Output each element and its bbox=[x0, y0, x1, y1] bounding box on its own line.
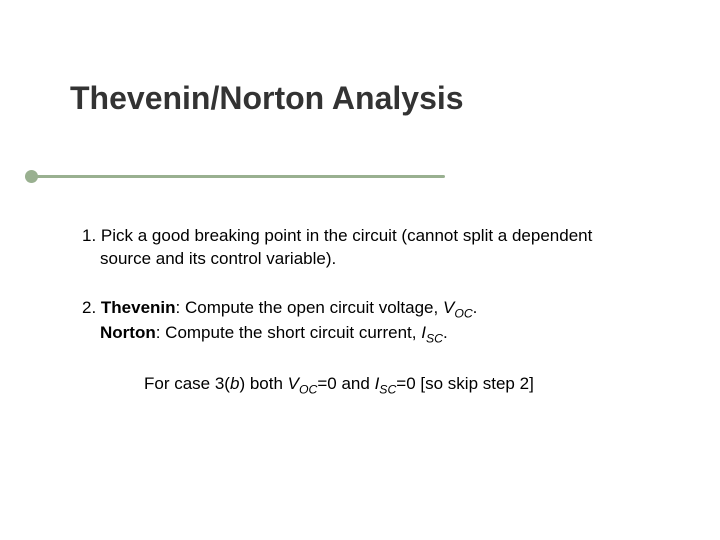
norton-text: : Compute the short circuit current, bbox=[156, 323, 422, 342]
body: 1. Pick a good breaking point in the cir… bbox=[82, 225, 642, 424]
step-2-norton-line: Norton: Compute the short circuit curren… bbox=[82, 322, 642, 347]
step-1: 1. Pick a good breaking point in the cir… bbox=[82, 225, 642, 271]
voc-variable: V bbox=[443, 298, 454, 317]
norton-label: Norton bbox=[100, 323, 156, 342]
step-2-thevenin-line: 2. Thevenin: Compute the open circuit vo… bbox=[82, 297, 642, 322]
step-2-lead: 2. bbox=[82, 298, 101, 317]
thevenin-text: : Compute the open circuit voltage, bbox=[176, 298, 443, 317]
note-mid1: ) both bbox=[239, 374, 287, 393]
accent-dot bbox=[25, 170, 38, 183]
note-voc-var: V bbox=[288, 374, 299, 393]
note-pre: For case 3( bbox=[144, 374, 230, 393]
isc-subscript: SC bbox=[426, 331, 443, 345]
slide: { "title": { "text": "Thevenin/Norton An… bbox=[0, 0, 720, 540]
note-eq1: =0 and bbox=[317, 374, 374, 393]
note-post: =0 [so skip step 2] bbox=[396, 374, 534, 393]
title-area: Thevenin/Norton Analysis bbox=[70, 80, 464, 117]
voc-period: . bbox=[473, 298, 478, 317]
step-2: 2. Thevenin: Compute the open circuit vo… bbox=[82, 297, 642, 347]
isc-period: . bbox=[443, 323, 448, 342]
voc-subscript: OC bbox=[454, 306, 472, 320]
slide-title: Thevenin/Norton Analysis bbox=[70, 80, 464, 117]
accent-rule bbox=[25, 175, 445, 178]
step-1-text: 1. Pick a good breaking point in the cir… bbox=[82, 226, 592, 268]
thevenin-label: Thevenin bbox=[101, 298, 176, 317]
note-isc-sub: SC bbox=[379, 382, 396, 396]
case-3b-note: For case 3(b) both VOC=0 and ISC=0 [so s… bbox=[82, 373, 642, 398]
note-voc-sub: OC bbox=[299, 382, 317, 396]
